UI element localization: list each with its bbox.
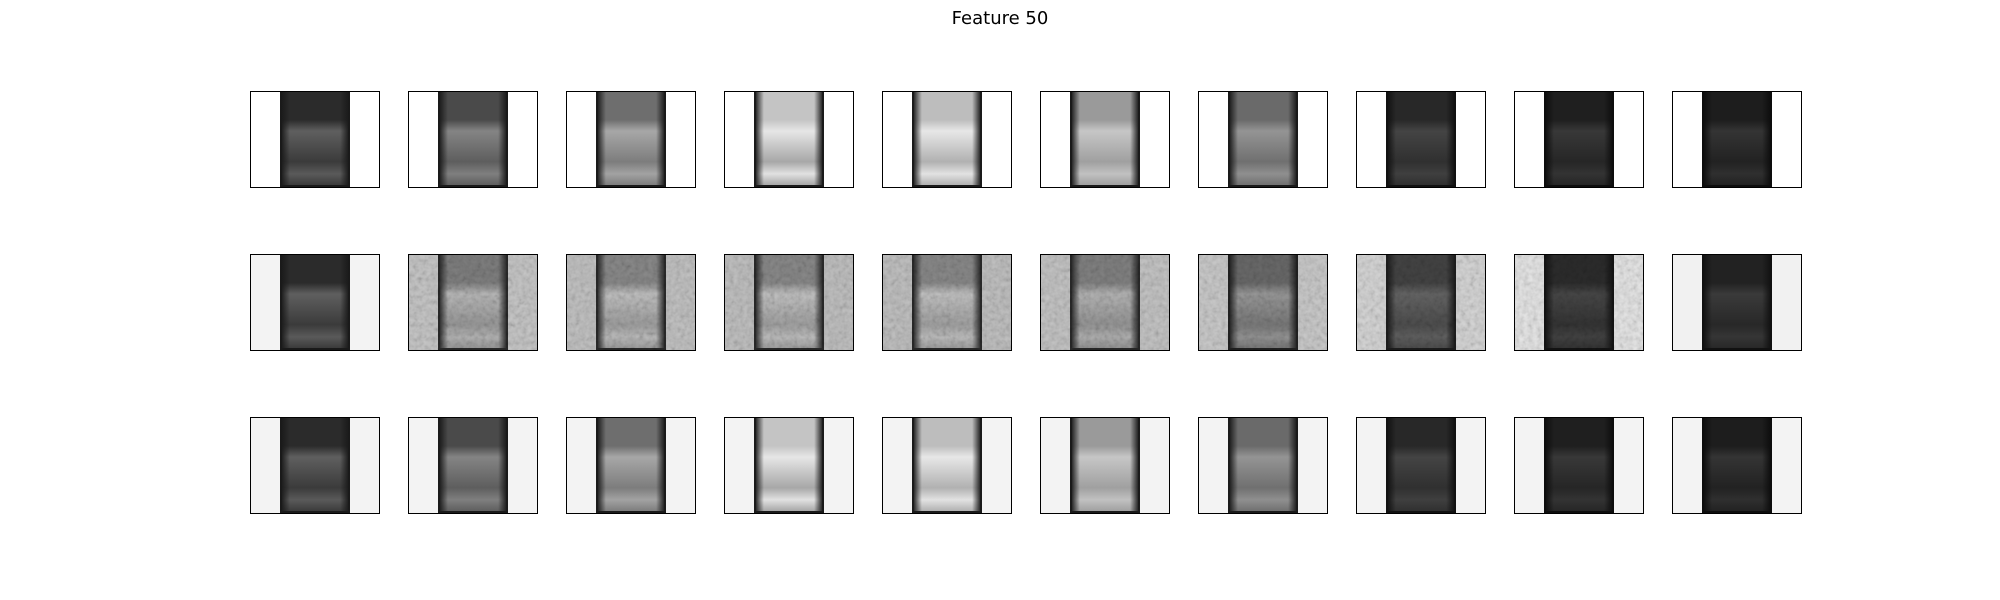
feature-map-image: [1199, 418, 1327, 513]
feature-map-panel: [408, 91, 538, 188]
noise-texture: [409, 255, 537, 350]
feature-map-image: [1199, 92, 1327, 187]
noise-texture: [1357, 255, 1485, 350]
feature-map-panel: [250, 91, 380, 188]
feature-map-image: [1357, 418, 1485, 513]
feature-map-panel: [250, 417, 380, 514]
feature-map-panel: [1040, 417, 1170, 514]
feature-map-panel: [1672, 417, 1802, 514]
body-edge-shade: [1230, 418, 1296, 511]
feature-map-panel: [408, 417, 538, 514]
body-edge-shade: [1072, 418, 1138, 511]
feature-map-image: [251, 418, 379, 513]
feature-map-image: [409, 418, 537, 513]
noise-texture: [567, 255, 695, 350]
body-edge-shade: [282, 418, 348, 511]
feature-map-image: [567, 255, 695, 350]
feature-map-image: [1357, 92, 1485, 187]
body-edge-shade: [598, 418, 664, 511]
body-edge-shade: [440, 418, 506, 511]
noise-texture: [725, 255, 853, 350]
feature-map-panel: [1356, 417, 1486, 514]
feature-map-image: [409, 255, 537, 350]
body-edge-shade: [914, 92, 980, 185]
feature-map-image: [1673, 92, 1801, 187]
feature-map-panel: [724, 254, 854, 351]
feature-map-image: [567, 92, 695, 187]
body-edge-shade: [1546, 418, 1612, 511]
noise-texture: [883, 255, 1011, 350]
feature-map-panel: [1514, 91, 1644, 188]
feature-map-panel: [1356, 254, 1486, 351]
feature-map-panel: [566, 254, 696, 351]
feature-map-image: [725, 92, 853, 187]
body-edge-shade: [1230, 92, 1296, 185]
body-edge-shade: [1704, 92, 1770, 185]
feature-map-panel: [1672, 254, 1802, 351]
feature-map-panel: [882, 91, 1012, 188]
feature-map-image: [1041, 255, 1169, 350]
feature-map-image: [1673, 255, 1801, 350]
feature-map-panel: [1356, 91, 1486, 188]
feature-map-image: [251, 255, 379, 350]
feature-map-panel: [1672, 91, 1802, 188]
feature-map-image: [1515, 92, 1643, 187]
feature-map-panel: [1198, 254, 1328, 351]
feature-map-panel: [566, 91, 696, 188]
feature-map-panel: [882, 417, 1012, 514]
body-edge-shade: [1546, 92, 1612, 185]
feature-map-panel: [882, 254, 1012, 351]
body-edge-shade: [1072, 92, 1138, 185]
feature-map-image: [1515, 418, 1643, 513]
feature-map-panel: [408, 254, 538, 351]
feature-map-panel: [1514, 417, 1644, 514]
body-edge-shade: [282, 92, 348, 185]
noise-texture: [1041, 255, 1169, 350]
feature-map-image: [883, 255, 1011, 350]
noise-texture: [1515, 255, 1643, 350]
feature-map-panel: [250, 254, 380, 351]
feature-map-image: [409, 92, 537, 187]
feature-map-image: [725, 418, 853, 513]
body-edge-shade: [1388, 418, 1454, 511]
body-edge-shade: [756, 92, 822, 185]
feature-map-panel: [1198, 91, 1328, 188]
body-edge-shade: [440, 92, 506, 185]
feature-map-image: [725, 255, 853, 350]
feature-map-image: [567, 418, 695, 513]
feature-map-image: [1515, 255, 1643, 350]
feature-map-panel: [566, 417, 696, 514]
body-edge-shade: [914, 418, 980, 511]
noise-texture: [1199, 255, 1327, 350]
feature-map-image: [1357, 255, 1485, 350]
feature-map-panel: [1040, 91, 1170, 188]
feature-map-image: [1673, 418, 1801, 513]
body-edge-shade: [598, 92, 664, 185]
feature-map-image: [883, 418, 1011, 513]
body-edge-shade: [1388, 92, 1454, 185]
feature-map-image: [883, 92, 1011, 187]
feature-map-panel: [724, 91, 854, 188]
body-edge-shade: [1704, 418, 1770, 511]
feature-map-panel: [1198, 417, 1328, 514]
figure-title: Feature 50: [951, 8, 1049, 29]
feature-map-image: [1041, 418, 1169, 513]
feature-map-panel: [1514, 254, 1644, 351]
body-edge-shade: [1704, 255, 1770, 348]
feature-map-panel: [724, 417, 854, 514]
feature-map-image: [1041, 92, 1169, 187]
body-edge-shade: [282, 255, 348, 348]
feature-map-panel: [1040, 254, 1170, 351]
body-edge-shade: [756, 418, 822, 511]
feature-map-image: [251, 92, 379, 187]
feature-map-image: [1199, 255, 1327, 350]
